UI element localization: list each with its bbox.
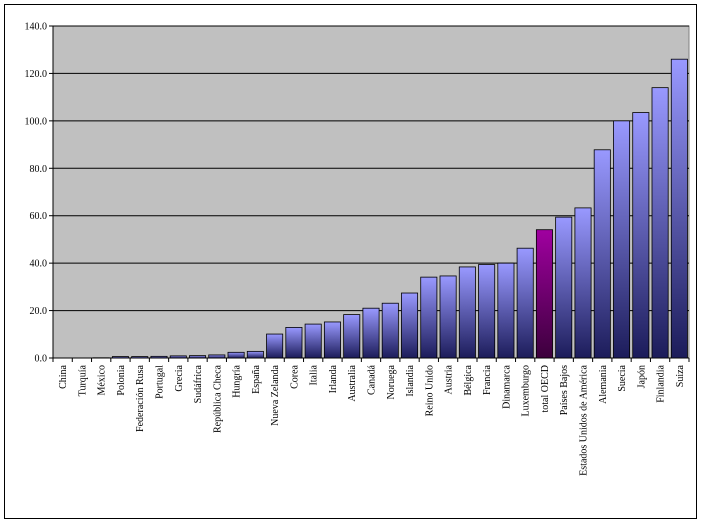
- y-tick-label: 60.0: [30, 211, 48, 222]
- x-category-label: Turquía: [77, 364, 88, 396]
- x-category-label: Bélgica: [463, 364, 474, 395]
- x-category-label: Estados Unidos de América: [579, 364, 590, 475]
- bar-16: [362, 307, 380, 359]
- x-category-label: China: [58, 364, 69, 388]
- x-category-label: Austria: [444, 364, 455, 394]
- x-category-label: España: [251, 364, 262, 393]
- x-category-label: Islandia: [405, 364, 416, 396]
- y-tick-label: 20.0: [30, 306, 48, 317]
- bar-14: [323, 321, 341, 359]
- bar-chart: 0.0 20.0 40.0 60.0 80.0 100.0 120.0 140.0 China…: [25, 22, 690, 476]
- x-category-label: Finlandia: [656, 364, 667, 402]
- x-category-label: total OECD: [540, 365, 551, 413]
- bar-9: [227, 351, 245, 359]
- x-category-label: Australia: [347, 364, 358, 401]
- x-category-label: Países Bajos: [559, 365, 570, 415]
- x-category-label: Polonia: [116, 364, 127, 395]
- bar-8: [208, 354, 226, 359]
- bar-6: [169, 355, 187, 359]
- bar-28: [593, 149, 611, 359]
- bar-31: [651, 87, 669, 359]
- bar-17: [381, 302, 399, 359]
- bar-10: [246, 350, 264, 359]
- y-tick-label: 0.0: [35, 354, 48, 365]
- bar-32: [670, 58, 688, 359]
- x-category-label: Canadá: [367, 364, 378, 395]
- y-tick-label: 40.0: [30, 259, 48, 270]
- bar-4: [131, 356, 149, 359]
- x-category-label: Sudáfrica: [193, 364, 204, 403]
- y-tick-label: 100.0: [25, 116, 48, 127]
- y-tick-label: 140.0: [25, 22, 48, 33]
- y-tick-label: 80.0: [30, 164, 48, 175]
- bar-3: [111, 356, 129, 359]
- chart-frame: 0.0 20.0 40.0 60.0 80.0 100.0 120.0 140.0 China…: [4, 4, 697, 519]
- bar-13: [304, 323, 322, 359]
- bar-29: [613, 120, 631, 359]
- x-category-label: Luxemburgo: [521, 365, 532, 416]
- bar-26: [555, 216, 573, 359]
- x-category-label: Portugal: [155, 365, 166, 399]
- bar-12: [285, 327, 303, 359]
- x-category-label: República Checa: [212, 364, 223, 433]
- x-category-label: Reino Unido: [424, 365, 435, 416]
- x-category-label: Hungría: [232, 364, 243, 397]
- y-tick-label: 120.0: [25, 69, 48, 80]
- bar-27: [574, 207, 592, 359]
- bar-30: [632, 112, 650, 359]
- x-category-label: Dinamarca: [501, 364, 512, 408]
- x-category-label: Francia: [482, 364, 493, 395]
- x-category-label: Suecia: [617, 364, 628, 391]
- x-category-label: Japón: [636, 365, 647, 388]
- x-category-label: Corea: [289, 364, 300, 388]
- y-tick-labels: 0.0 20.0 40.0 60.0 80.0 100.0 120.0 140.0: [25, 22, 48, 365]
- x-category-labels: China Turquía México Polonia Federación Rusa…: [58, 364, 686, 475]
- bars: [92, 58, 688, 359]
- x-category-label: Federación Rusa: [135, 364, 146, 431]
- bar-18: [401, 292, 419, 359]
- bar-22: [478, 264, 496, 359]
- x-category-label: Italia: [309, 364, 320, 385]
- x-category-label: Alemania: [598, 364, 609, 403]
- bar-24: [516, 247, 534, 359]
- x-category-label: Nueva Zelanda: [270, 364, 281, 425]
- bar-21: [458, 266, 476, 359]
- bar-15: [343, 314, 361, 359]
- bar-7: [189, 355, 207, 359]
- x-category-label: Grecia: [174, 364, 185, 391]
- x-category-label: Noruega: [386, 364, 397, 399]
- bar-11: [266, 333, 284, 359]
- x-category-label: Suiza: [675, 364, 686, 387]
- x-category-label: México: [97, 365, 108, 396]
- bar-25: [535, 229, 553, 359]
- bar-5: [150, 355, 168, 359]
- bar-23: [497, 262, 515, 359]
- x-category-label: Irlanda: [328, 364, 339, 393]
- bar-20: [439, 275, 457, 359]
- bar-19: [420, 276, 438, 359]
